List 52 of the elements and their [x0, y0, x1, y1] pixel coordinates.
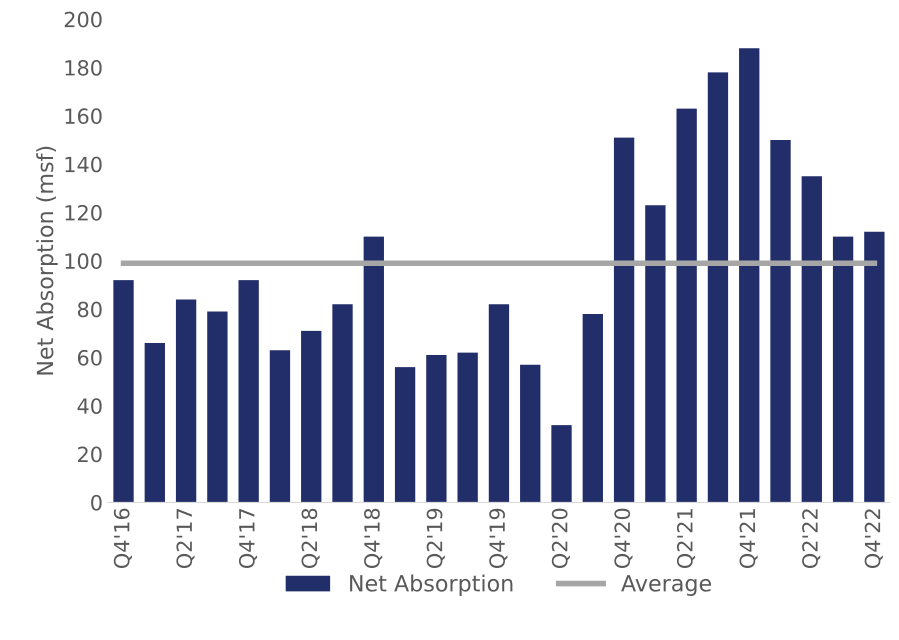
y-tick-label: 60 [78, 350, 102, 366]
bar [457, 352, 478, 502]
bar [864, 232, 885, 502]
bar [770, 140, 791, 502]
bar [582, 314, 603, 502]
x-tick-label: Q2'17 [176, 509, 195, 568]
y-tick-label: 180 [66, 60, 102, 76]
bar [676, 108, 697, 502]
x-tick-label: Q2'18 [302, 508, 320, 568]
y-tick-label: 140 [66, 156, 102, 172]
bar [113, 280, 134, 502]
x-tick-label: Q4'20 [614, 508, 633, 568]
x-tick-label: Q4'19 [489, 508, 508, 568]
bar [238, 280, 259, 502]
bar [270, 350, 290, 502]
x-tick-label: Q2'21 [676, 509, 696, 568]
bar [394, 367, 416, 502]
y-tick-label: 40 [78, 398, 102, 414]
y-tick-label: 100 [66, 253, 102, 270]
bar [739, 48, 760, 502]
x-tick-label: Q4'21 [740, 509, 758, 568]
bar [207, 312, 228, 502]
bar [708, 72, 728, 502]
y-tick-label: 200 [64, 12, 102, 28]
y-tick-label: 120 [66, 204, 102, 221]
bar [520, 364, 540, 502]
bar [832, 236, 854, 502]
bar [364, 236, 384, 502]
x-tick-label: Q4'17 [238, 509, 258, 568]
bar [551, 425, 572, 502]
y-tick-label: 80 [78, 302, 102, 318]
x-tick-label: Q2'19 [426, 508, 445, 568]
legend-label: Net Absorption [350, 574, 512, 596]
bar [176, 299, 196, 502]
x-tick-label: Q2'20 [552, 508, 570, 568]
y-tick-label: 160 [66, 108, 102, 124]
x-tick-label: Q2'22 [802, 509, 820, 568]
legend-label: Average [621, 575, 712, 596]
x-tick-label: Q4'18 [364, 508, 382, 568]
bar [144, 342, 165, 502]
y-axis-title: Net Absorption (msf) [36, 146, 58, 375]
bar [332, 304, 353, 502]
bar [614, 138, 634, 502]
bar [645, 205, 666, 502]
bar [301, 330, 322, 502]
y-tick-label: 0 [91, 494, 102, 511]
y-tick-label: 20 [78, 446, 102, 462]
x-tick-label: Q4'22 [864, 509, 883, 568]
x-tick-label: Q4'16 [114, 508, 132, 568]
bar [802, 176, 822, 502]
bar [426, 355, 447, 502]
bar [488, 304, 510, 502]
